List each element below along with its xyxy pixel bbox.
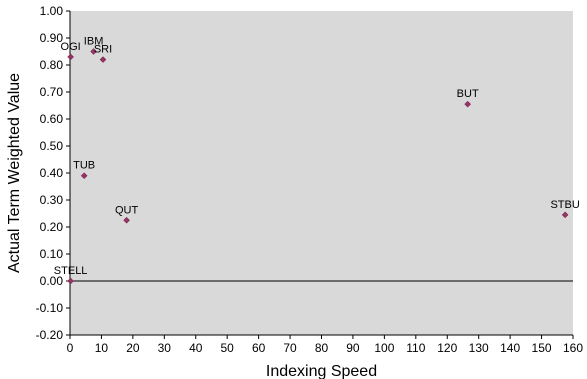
data-point-sri [99,56,107,63]
x-tick-label: 30 [158,341,172,355]
y-tick-label: 0.50 [40,139,64,153]
x-tick-label: 40 [189,341,203,355]
y-tick-label: 0.60 [40,112,64,126]
x-tick-label: 50 [221,341,235,355]
data-point-ogi [67,53,74,61]
y-tick-label: 0.00 [40,274,64,288]
y-axis-ticks: -0.20 -0.10 0.00 0.10 0.20 0.30 0.40 0.50 0.60 0.… [36,4,70,342]
y-tick-label: 0.30 [40,193,64,207]
x-tick-label: 80 [315,341,329,355]
x-tick-label: 60 [252,341,266,355]
y-tick-label: 0.70 [40,85,64,99]
data-point-ibm [90,48,97,55]
data-point-but [464,100,472,108]
data-label-ogi: OGI [61,41,81,53]
y-tick-label: 0.10 [40,247,64,261]
data-label-tub: TUB [73,160,95,172]
y-tick-label: 0.20 [40,220,64,234]
x-axis-title: Indexing Speed [266,363,377,379]
data-label-ibm: IBM [84,36,104,48]
x-tick-label: 20 [126,341,140,355]
x-axis-ticks: 0 10 20 30 40 50 60 70 80 90 100 110 120 130 140 150 160 [67,335,583,355]
data-label-sri: SRI [94,44,112,56]
y-tick-label: 0.80 [40,58,64,72]
x-tick-label: 90 [346,341,360,355]
data-label-but: BUT [457,88,479,100]
data-point-stell [67,277,74,285]
plot-area [70,11,573,335]
y-tick-label: 0.40 [40,166,64,180]
x-tick-label: 10 [95,341,109,355]
data-point-stbu [561,211,569,219]
x-tick-label: 120 [437,341,457,355]
x-tick-label: 150 [532,341,552,355]
data-label-qut: QUT [115,204,139,216]
y-tick-label: -0.10 [36,301,64,315]
x-tick-label: 110 [406,341,425,355]
y-tick-label: 1.00 [40,4,64,18]
y-tick-label: 0.90 [40,31,64,45]
data-point-qut [123,216,130,224]
data-point-tub [80,172,88,180]
y-axis-title: Actual Term Weighted Value [6,73,23,273]
x-tick-label: 100 [374,341,394,355]
x-tick-label: 160 [563,341,583,355]
data-label-stell: STELL [54,265,88,277]
x-tick-label: 140 [500,341,520,355]
x-tick-label: 130 [469,341,489,355]
data-label-stbu: STBU [550,199,579,211]
y-tick-label: -0.20 [36,328,64,342]
x-tick-label: 70 [283,341,297,355]
x-tick-label: 0 [67,341,74,355]
